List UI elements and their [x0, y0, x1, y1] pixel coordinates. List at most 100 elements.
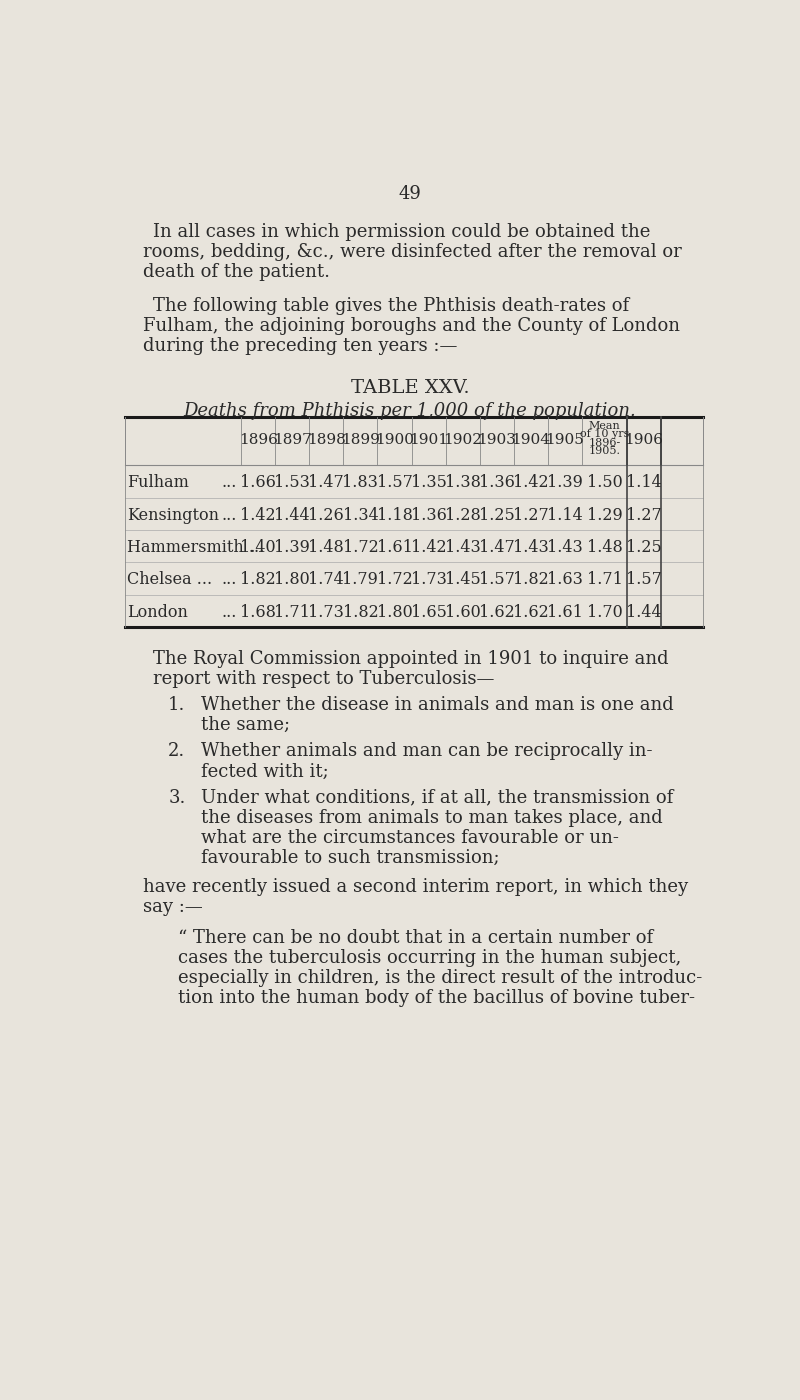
Text: death of the patient.: death of the patient. [142, 263, 330, 281]
Text: 1.: 1. [168, 696, 186, 714]
Text: 1.72: 1.72 [377, 571, 412, 588]
Text: Under what conditions, if at all, the transmission of: Under what conditions, if at all, the tr… [201, 788, 673, 806]
Text: 1.44: 1.44 [274, 507, 310, 524]
Text: 1.40: 1.40 [240, 539, 276, 556]
Text: Fulham: Fulham [127, 475, 189, 491]
Text: “ There can be no doubt that in a certain number of: “ There can be no doubt that in a certai… [178, 928, 653, 946]
Text: 1901: 1901 [409, 433, 448, 447]
Text: 1.25: 1.25 [479, 507, 514, 524]
Text: tion into the human body of the bacillus of bovine tuber-: tion into the human body of the bacillus… [178, 988, 694, 1007]
Text: Chelsea ...: Chelsea ... [127, 571, 212, 588]
Text: 1.39: 1.39 [547, 475, 583, 491]
Text: especially in children, is the direct result of the introduc-: especially in children, is the direct re… [178, 969, 702, 987]
Text: rooms, bedding, &c., were disinfected after the removal or: rooms, bedding, &c., were disinfected af… [142, 244, 682, 262]
Text: 1.71: 1.71 [274, 603, 310, 620]
Text: 1.53: 1.53 [274, 475, 310, 491]
Text: 1.72: 1.72 [342, 539, 378, 556]
Text: The Royal Commission appointed in 1901 to inquire and: The Royal Commission appointed in 1901 t… [153, 650, 668, 668]
Text: 1896: 1896 [238, 433, 278, 447]
Text: 1.43: 1.43 [547, 539, 583, 556]
Text: 1896-: 1896- [589, 437, 621, 448]
Text: 1.14: 1.14 [626, 475, 662, 491]
Text: 1.70: 1.70 [586, 603, 622, 620]
Text: 1897: 1897 [273, 433, 311, 447]
Text: 1.18: 1.18 [377, 507, 413, 524]
Text: fected with it;: fected with it; [201, 763, 329, 780]
Text: cases the tuberculosis occurring in the human subject,: cases the tuberculosis occurring in the … [178, 949, 681, 967]
Text: Kensington: Kensington [127, 507, 219, 524]
Text: In all cases in which permission could be obtained the: In all cases in which permission could b… [153, 224, 650, 241]
Text: what are the circumstances favourable or un-: what are the circumstances favourable or… [201, 829, 618, 847]
Text: 1.47: 1.47 [479, 539, 514, 556]
Text: 1.44: 1.44 [626, 603, 662, 620]
Text: 1.73: 1.73 [308, 603, 344, 620]
Text: ...: ... [222, 571, 237, 588]
Text: 1898: 1898 [307, 433, 346, 447]
Text: 1.82: 1.82 [513, 571, 549, 588]
Text: 1.83: 1.83 [342, 475, 378, 491]
Text: 1.71: 1.71 [586, 571, 622, 588]
Text: 1.65: 1.65 [410, 603, 446, 620]
Text: 3.: 3. [168, 788, 186, 806]
Text: 1.61: 1.61 [547, 603, 583, 620]
Text: Hammersmith ...: Hammersmith ... [127, 539, 264, 556]
Text: 1906: 1906 [625, 433, 663, 447]
Text: Mean: Mean [589, 420, 621, 431]
Text: 1.45: 1.45 [445, 571, 481, 588]
Text: 1905.: 1905. [589, 447, 621, 456]
Text: 1.35: 1.35 [410, 475, 446, 491]
Text: 1.36: 1.36 [410, 507, 446, 524]
Text: 1.42: 1.42 [240, 507, 276, 524]
Text: 1904: 1904 [511, 433, 550, 447]
Text: 1.42: 1.42 [513, 475, 549, 491]
Text: ...: ... [222, 603, 237, 620]
Text: 1.38: 1.38 [445, 475, 481, 491]
Text: 1.14: 1.14 [547, 507, 583, 524]
Text: ...: ... [222, 507, 237, 524]
Text: 1.66: 1.66 [240, 475, 276, 491]
Text: 1.57: 1.57 [479, 571, 514, 588]
Text: The following table gives the Phthisis death-rates of: The following table gives the Phthisis d… [153, 297, 629, 315]
Text: Fulham, the adjoining boroughs and the County of London: Fulham, the adjoining boroughs and the C… [142, 318, 680, 336]
Text: 1.74: 1.74 [309, 571, 344, 588]
Text: 1.25: 1.25 [626, 539, 662, 556]
Text: 1.68: 1.68 [240, 603, 276, 620]
Text: London: London [127, 603, 188, 620]
Text: 1.36: 1.36 [479, 475, 514, 491]
Text: of 10 yrs: of 10 yrs [580, 428, 630, 440]
Text: 1.27: 1.27 [626, 507, 662, 524]
Text: 1.39: 1.39 [274, 539, 310, 556]
Text: TABLE XXV.: TABLE XXV. [350, 379, 470, 398]
Text: ...: ... [222, 475, 237, 491]
Text: the same;: the same; [201, 717, 290, 734]
Text: have recently issued a second interim report, in which they: have recently issued a second interim re… [142, 878, 688, 896]
Text: 1900: 1900 [375, 433, 414, 447]
Text: 1.57: 1.57 [626, 571, 662, 588]
Text: 1.57: 1.57 [377, 475, 413, 491]
Text: 2.: 2. [168, 742, 186, 760]
Text: 1.50: 1.50 [586, 475, 622, 491]
Text: favourable to such transmission;: favourable to such transmission; [201, 848, 499, 867]
Text: 1.62: 1.62 [479, 603, 514, 620]
Text: 1.34: 1.34 [342, 507, 378, 524]
Text: 1.27: 1.27 [513, 507, 549, 524]
Text: 1.48: 1.48 [586, 539, 622, 556]
Text: 49: 49 [398, 185, 422, 203]
Text: Whether the disease in animals and man is one and: Whether the disease in animals and man i… [201, 696, 674, 714]
Text: 1.79: 1.79 [342, 571, 378, 588]
Text: 1902: 1902 [443, 433, 482, 447]
Text: 1.63: 1.63 [547, 571, 583, 588]
Text: 1.26: 1.26 [309, 507, 344, 524]
Text: 1.28: 1.28 [445, 507, 481, 524]
Text: Deaths from Phthisis per 1,000 of the population.: Deaths from Phthisis per 1,000 of the po… [184, 402, 636, 420]
Text: the diseases from animals to man takes place, and: the diseases from animals to man takes p… [201, 809, 662, 826]
Text: 1905: 1905 [546, 433, 585, 447]
Text: report with respect to Tuberculosis—: report with respect to Tuberculosis— [153, 671, 494, 687]
Text: 1.62: 1.62 [513, 603, 549, 620]
Text: Whether animals and man can be reciprocally in-: Whether animals and man can be reciproca… [201, 742, 652, 760]
Text: during the preceding ten years :—: during the preceding ten years :— [142, 337, 457, 356]
Text: 1.61: 1.61 [377, 539, 413, 556]
Text: 1.47: 1.47 [309, 475, 344, 491]
Text: 1.48: 1.48 [309, 539, 344, 556]
Text: 1.82: 1.82 [342, 603, 378, 620]
